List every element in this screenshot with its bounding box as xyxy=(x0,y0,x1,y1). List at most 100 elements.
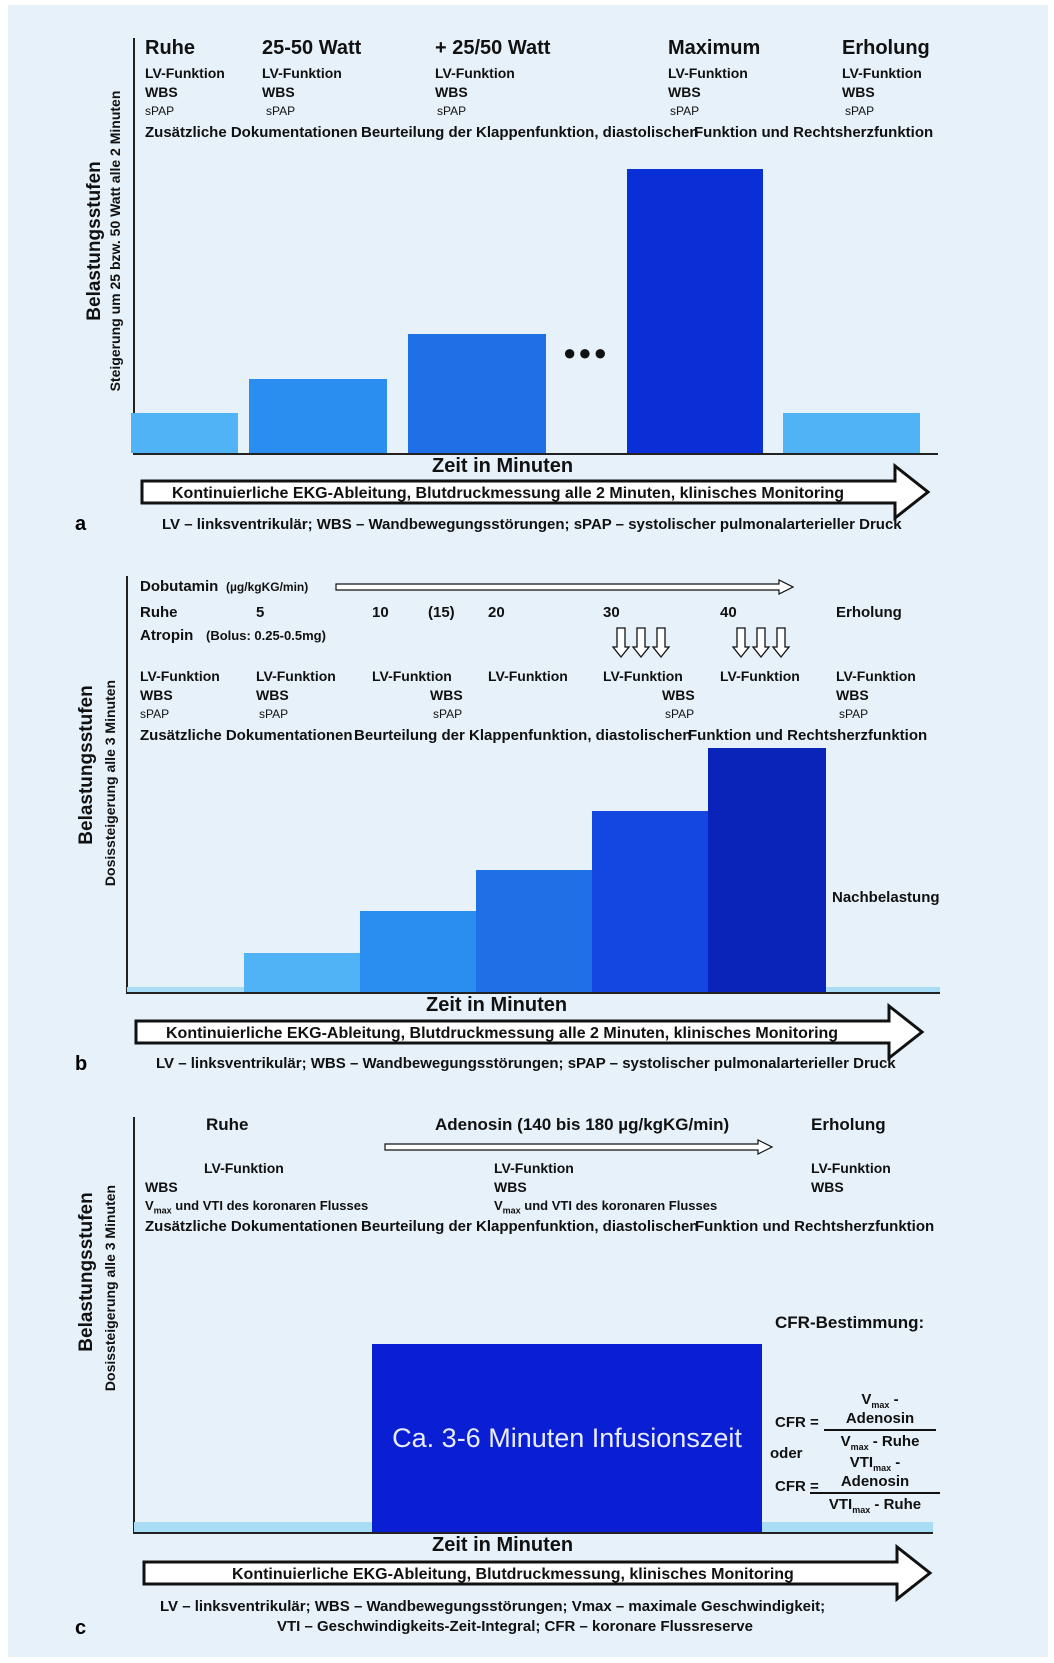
ruhe-lv: LV-Funktion xyxy=(145,65,225,81)
dose-5: 5 xyxy=(256,604,265,621)
panel-c-baseline-right xyxy=(762,1522,933,1532)
panel-b-bar xyxy=(244,953,360,992)
b-lv-5: LV-Funktion xyxy=(720,668,800,684)
f1n-b: - Adenosin xyxy=(845,1391,915,1427)
cfr-title: CFR-Bestimmung: xyxy=(775,1313,925,1332)
atropin-dose: (Bolus: 0.25-0.5mg) xyxy=(206,628,326,643)
plus-wbs: WBS xyxy=(435,84,468,100)
cfr-fraction-1: Vmax - Adenosin Vmax - Ruhe xyxy=(824,1391,936,1452)
stage-maximum: Maximum xyxy=(668,37,761,59)
f2n-a: VTI xyxy=(849,1454,874,1471)
f2n-b: - Adenosin xyxy=(840,1454,910,1490)
b-spap-0: sPAP xyxy=(140,707,170,721)
b-wbs-1: WBS xyxy=(256,687,289,703)
atropin-label: Atropin xyxy=(140,627,194,644)
plus-spap: sPAP xyxy=(437,104,467,118)
nachbelastung-label: Nachbelastung xyxy=(832,889,940,906)
cfr-eq-1: CFR = xyxy=(775,1414,819,1431)
c-adenosin: Adenosin (140 bis 180 µg/kgKG/min) xyxy=(435,1115,730,1134)
vmax-v: V xyxy=(494,1198,503,1213)
f2d-sub: max xyxy=(852,1505,871,1515)
erh-lv: LV-Funktion xyxy=(842,65,922,81)
stage-ruhe: Ruhe xyxy=(145,37,195,59)
c-ruhe: Ruhe xyxy=(206,1115,249,1134)
erh-wbs: WBS xyxy=(842,84,875,100)
b-spap-1: sPAP xyxy=(259,707,289,721)
b-lv-2: LV-Funktion xyxy=(372,668,452,684)
erh-spap: sPAP xyxy=(845,104,875,118)
panel-b-bar xyxy=(360,911,476,992)
panel-a-label: a xyxy=(75,513,87,535)
cfr-frac1-num: Vmax - Adenosin xyxy=(824,1391,936,1431)
f1d-sub: max xyxy=(850,1442,869,1452)
dose-10: 10 xyxy=(372,604,389,621)
panel-c-x-axis xyxy=(133,1532,933,1534)
panel-a-monitoring-arrow xyxy=(140,462,931,522)
atropin-arrows-40 xyxy=(731,627,791,659)
cfr-oder: oder xyxy=(770,1445,803,1462)
cfr-fraction-2: VTImax - Adenosin VTImax - Ruhe xyxy=(810,1454,940,1515)
cfr-eq-2: CFR = xyxy=(775,1478,819,1495)
max-lv: LV-Funktion xyxy=(668,65,748,81)
c-vmax-ruhe: Vmax und VTI des koronaren Flusses xyxy=(145,1198,368,1216)
panel-a-doc-2: Beurteilung der Klappenfunktion, diastol… xyxy=(361,124,699,141)
c-wbs-ruhe: WBS xyxy=(145,1179,178,1195)
adenosin-arrow xyxy=(384,1139,774,1155)
w2550-lv: LV-Funktion xyxy=(262,65,342,81)
infusion-block: Ca. 3-6 Minuten Infusionszeit xyxy=(372,1344,762,1532)
panel-b-bar xyxy=(592,811,708,992)
f2n-sub: max xyxy=(873,1463,892,1473)
dobutamin-arrow xyxy=(335,579,795,595)
dose-30: 30 xyxy=(603,604,620,621)
dose-ruhe: Ruhe xyxy=(140,604,178,621)
panel-a-bar xyxy=(783,413,920,453)
atropin-arrows-30 xyxy=(611,627,671,659)
panel-a-y-axis xyxy=(133,38,135,455)
panel-b-doc-2: Beurteilung der Klappenfunktion, diastol… xyxy=(354,727,692,744)
panel-b: Belastungsstufen Dosissteigerung alle 3 … xyxy=(75,576,940,1075)
panel-c-ylabel-sub: Dosissteigerung alle 3 Minuten xyxy=(102,1184,118,1392)
panel-c-doc-1: Zusätzliche Dokumentationen xyxy=(145,1218,358,1235)
b-wbs-2: WBS xyxy=(430,687,463,703)
dose-erholung: Erholung xyxy=(836,604,902,621)
ruhe-spap: sPAP xyxy=(145,104,175,118)
c-wbs-adenosin: WBS xyxy=(494,1179,527,1195)
c-erholung: Erholung xyxy=(811,1115,886,1134)
vmax-sub: max xyxy=(502,1205,521,1216)
c-wbs-erholung: WBS xyxy=(811,1179,844,1195)
panel-a-x-axis xyxy=(133,453,938,455)
f1d-b: - Ruhe xyxy=(868,1433,920,1450)
panel-b-label: b xyxy=(75,1053,88,1075)
ruhe-wbs: WBS xyxy=(145,84,178,100)
panel-a-bar xyxy=(408,334,546,453)
panel-a-bar xyxy=(131,413,238,453)
b-wbs-3: WBS xyxy=(662,687,695,703)
c-lv-erholung: LV-Funktion xyxy=(811,1160,891,1176)
panel-c-baseline-left xyxy=(134,1522,372,1532)
panel-b-doc-1: Zusätzliche Dokumentationen xyxy=(140,727,353,744)
c-lv-ruhe: LV-Funktion xyxy=(204,1160,284,1176)
panel-b-bar xyxy=(708,748,826,992)
max-spap: sPAP xyxy=(670,104,700,118)
dose-20: 20 xyxy=(488,604,505,621)
b-lv-4: LV-Funktion xyxy=(603,668,683,684)
panel-b-xlabel: Zeit in Minuten xyxy=(426,994,568,1016)
c-vmax-adenosin: Vmax und VTI des koronaren Flusses xyxy=(494,1198,717,1216)
stage-plus-25-50-watt: + 25/50 Watt xyxy=(435,37,551,59)
f2d-a: VTI xyxy=(828,1496,853,1513)
vmax-sub: max xyxy=(153,1205,172,1216)
f2d-b: - Ruhe xyxy=(870,1496,922,1513)
b-wbs-4: WBS xyxy=(836,687,869,703)
panel-c-doc-3: Funktion und Rechtsherzfunktion xyxy=(695,1218,935,1235)
plus-lv: LV-Funktion xyxy=(435,65,515,81)
panel-a-doc-1: Zusätzliche Dokumentationen xyxy=(145,124,358,141)
stage-erholung: Erholung xyxy=(842,37,930,59)
panel-b-y-axis xyxy=(126,576,128,994)
dose-15: (15) xyxy=(428,604,455,621)
b-lv-1: LV-Funktion xyxy=(256,668,336,684)
cfr-frac2-den: VTImax - Ruhe xyxy=(810,1494,940,1515)
f1d-a: V xyxy=(840,1433,851,1450)
b-wbs-0: WBS xyxy=(140,687,173,703)
vmax-v: V xyxy=(145,1198,154,1213)
panel-b-bar xyxy=(826,987,940,992)
